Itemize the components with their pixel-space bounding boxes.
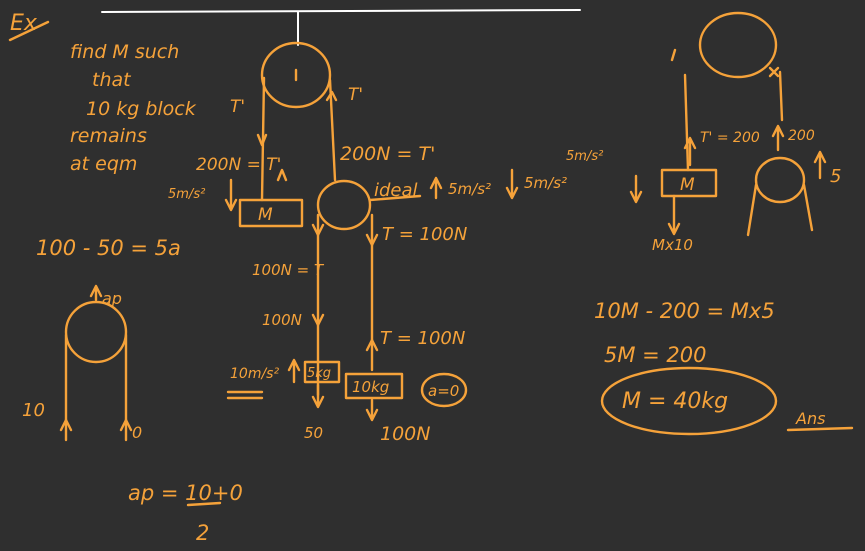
arrow-200-label: 200 <box>788 128 815 144</box>
accel-up-right-label: 5m/s² <box>566 149 603 164</box>
right-lower-pulley <box>754 156 806 204</box>
accel-5-label: 5 <box>830 166 841 187</box>
right-equation: 10M - 200 = Mx5 <box>594 299 775 323</box>
accel-left-label: 5m/s² <box>168 187 205 202</box>
accel-arrow-ideal <box>429 176 443 200</box>
a-zero-circle <box>420 372 468 408</box>
top-right-string <box>328 78 337 182</box>
eq-200-left: 200N = T' <box>196 155 281 175</box>
right-top-pulley <box>698 11 778 79</box>
accel-arrow-right-m <box>629 174 643 204</box>
ideal-pointer <box>368 194 422 202</box>
arrow-up-0 <box>119 418 133 432</box>
problem-line-3: 10 kg block <box>86 98 197 120</box>
zero-label: 0 <box>132 423 142 442</box>
block-5kg-label: 5kg <box>307 366 331 381</box>
block-m-right-label: M <box>680 175 695 195</box>
accel-right-label: 5m/s² <box>524 174 567 192</box>
arrow-up-5 <box>813 150 827 180</box>
arrow-down-mx10 <box>667 194 681 236</box>
block-m-left-label: M <box>258 205 273 225</box>
top-pulley <box>260 41 332 109</box>
force-50-label: 50 <box>304 424 323 442</box>
accel-arrow-right <box>505 168 519 200</box>
block-10kg-label: 10kg <box>352 378 389 396</box>
right-right-string <box>778 70 784 122</box>
t-prime-right: T' <box>348 85 363 105</box>
accel-arrow-10 <box>287 358 301 384</box>
ten-label: 10 <box>22 400 45 421</box>
right-lower-string-l <box>746 183 758 237</box>
arrow-up-m <box>276 168 288 182</box>
arrow-down-left <box>256 133 268 147</box>
problem-line-5: at eqm <box>70 153 137 175</box>
ap-equation-top: ap = 10+0 <box>128 481 243 505</box>
main-equation: 100 - 50 = 5a <box>36 236 181 260</box>
mx10-label: Mx10 <box>652 236 693 254</box>
ans-underline <box>786 426 854 432</box>
t-100-right: T = 100N <box>382 224 467 245</box>
eq-5m: 5M = 200 <box>604 343 707 367</box>
ex-underline <box>8 20 50 42</box>
arrow-up-200 <box>771 124 785 152</box>
arrow-up-t200 <box>683 136 697 167</box>
ex-label: Ex <box>10 11 38 36</box>
accel-arrow-left <box>224 178 238 212</box>
block-5kg <box>303 360 341 384</box>
arrow-down-50 <box>311 383 325 409</box>
arrow-down-left3 <box>311 313 325 327</box>
accel-10-label: 10m/s² <box>230 366 279 382</box>
answer-label: M = 40kg <box>622 389 728 414</box>
ap-equation-bottom: 2 <box>196 521 209 545</box>
t-prime-left: T' <box>230 97 245 117</box>
force-100-label: 100N <box>380 423 430 445</box>
movable-pulley <box>316 179 372 231</box>
fraction-bar <box>186 501 222 507</box>
arrow-ap <box>89 284 103 302</box>
arrow-down-left2 <box>311 223 325 237</box>
ans-label: Ans <box>795 409 825 428</box>
cross-mark <box>768 66 780 78</box>
problem-line-1: find M such <box>70 41 179 63</box>
ideal-label: ideal <box>374 180 418 201</box>
tick-mark <box>670 48 677 62</box>
t-100-left: 100N = T <box>252 261 325 279</box>
arrow-down-100 <box>365 398 379 422</box>
right-left-string <box>683 73 690 172</box>
a-zero-label: a=0 <box>428 382 459 400</box>
arrow-up-10 <box>59 418 73 432</box>
arrow-up-right <box>325 90 338 102</box>
block-10kg <box>344 372 404 400</box>
problem-line-2: that <box>92 69 132 91</box>
answer-circle <box>600 366 778 436</box>
ap-label: ap <box>102 289 122 308</box>
block-m-left <box>238 198 304 228</box>
block-m-right <box>660 168 718 198</box>
problem-line-4: remains <box>70 125 147 147</box>
ceiling-line <box>101 9 581 13</box>
small-pulley <box>64 300 128 364</box>
t-100-lower: 100N <box>262 311 302 329</box>
t-100-mid: T = 100N <box>380 328 465 349</box>
double-underline <box>226 390 264 400</box>
top-left-string <box>260 76 266 202</box>
arrow-down-right2 <box>365 233 379 247</box>
arrow-up-right3 <box>365 338 379 352</box>
accel-ideal-label: 5m/s² <box>448 180 491 198</box>
right-lower-string-r <box>802 183 814 232</box>
t-prime-200-label: T' = 200 <box>700 130 760 146</box>
eq-200-right: 200N = T' <box>340 143 435 165</box>
